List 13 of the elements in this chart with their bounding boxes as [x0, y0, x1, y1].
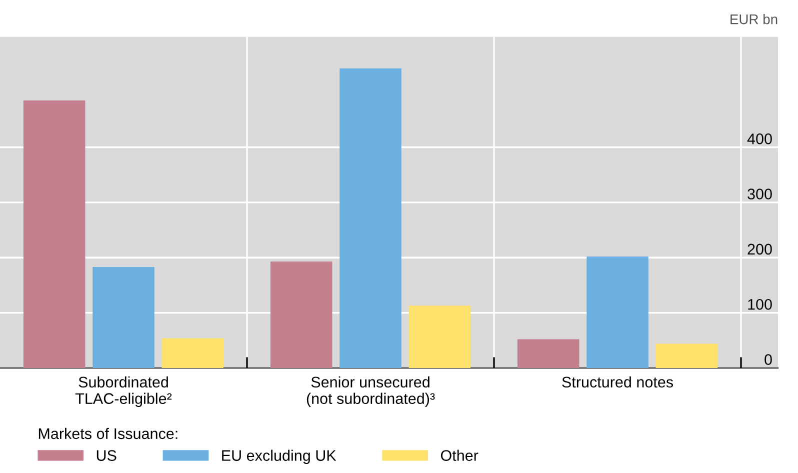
y-tick-label: 0: [764, 354, 772, 365]
legend-label: Other: [440, 450, 478, 461]
y-tick-label: 400: [747, 133, 772, 144]
y-tick-label: 300: [748, 188, 772, 200]
y-tick-label: 100: [748, 298, 772, 310]
legend-label: EU excluding UK: [222, 450, 336, 464]
x-tick-label: Subordinated TLAC-eligible²: [75, 376, 172, 408]
x-tick-label: Structured notes: [562, 376, 673, 388]
legend-title: Markets of Issuance:: [38, 428, 178, 440]
y-axis-title: EUR bn: [730, 14, 778, 24]
y-tick-label: 200: [748, 244, 772, 255]
legend-label: US: [96, 450, 116, 461]
x-tick-label: Senior unsecured (not subordinated)³: [306, 376, 435, 408]
